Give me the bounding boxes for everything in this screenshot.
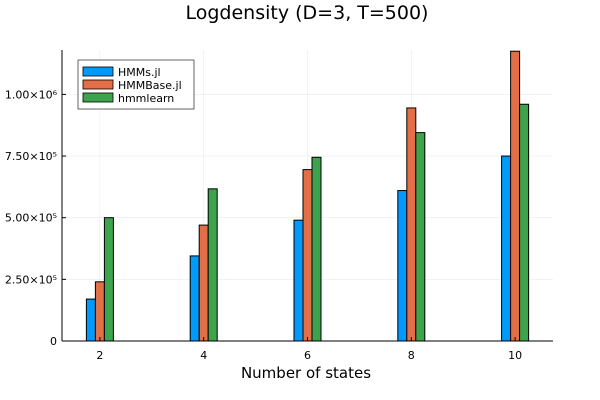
legend-label-HMMs.jl: HMMs.jl <box>118 66 161 79</box>
bar-HMMBase.jl-4 <box>198 224 209 342</box>
y-tick-label-2: 5.00×10⁵ <box>5 212 57 225</box>
y-tick-label-3: 7.50×10⁵ <box>5 150 57 163</box>
bar-hmmlearn-6 <box>311 156 322 342</box>
x-axis-title: Number of states <box>241 364 371 382</box>
bar-hmmlearn-2 <box>103 217 114 342</box>
bar-HMMs.jl-6 <box>293 219 304 342</box>
y-ticks: 0 2.50×10⁵ 5.00×10⁵ 7.50×10⁵ 1.00×10⁶ <box>5 88 66 348</box>
bar-HMMs.jl-8 <box>397 190 408 342</box>
y-tick-label-4: 1.00×10⁶ <box>5 88 58 101</box>
x-tick-label-8: 8 <box>408 349 415 362</box>
bar-hmmlearn-4 <box>207 188 218 342</box>
legend-swatch-HMMs.jl <box>82 66 114 77</box>
x-tick-label-10: 10 <box>508 349 522 362</box>
bar-HMMs.jl-10 <box>501 155 512 342</box>
chart-title: Logdensity (D=3, T=500) <box>186 2 429 24</box>
legend-label-hmmlearn: hmmlearn <box>118 92 174 105</box>
x-ticks: 2 4 6 8 10 <box>96 337 522 362</box>
bars <box>85 50 530 342</box>
bar-HMMs.jl-2 <box>85 298 96 342</box>
bar-HMMBase.jl-10 <box>510 50 521 342</box>
bar-HMMBase.jl-6 <box>302 169 313 342</box>
bar-HMMs.jl-4 <box>189 255 200 342</box>
bar-HMMBase.jl-8 <box>406 107 417 342</box>
legend-swatch-HMMBase.jl <box>82 79 114 90</box>
x-tick-label-4: 4 <box>200 349 207 362</box>
legend-label-HMMBase.jl: HMMBase.jl <box>118 79 182 92</box>
bar-hmmlearn-8 <box>415 132 426 342</box>
legend-swatch-hmmlearn <box>82 92 114 103</box>
x-tick-label-2: 2 <box>96 349 103 362</box>
y-tick-label-1: 2.50×10⁵ <box>5 273 57 286</box>
y-tick-label-0: 0 <box>50 335 57 348</box>
x-tick-label-6: 6 <box>304 349 311 362</box>
bar-HMMBase.jl-2 <box>94 281 105 342</box>
bar-hmmlearn-10 <box>519 103 530 342</box>
